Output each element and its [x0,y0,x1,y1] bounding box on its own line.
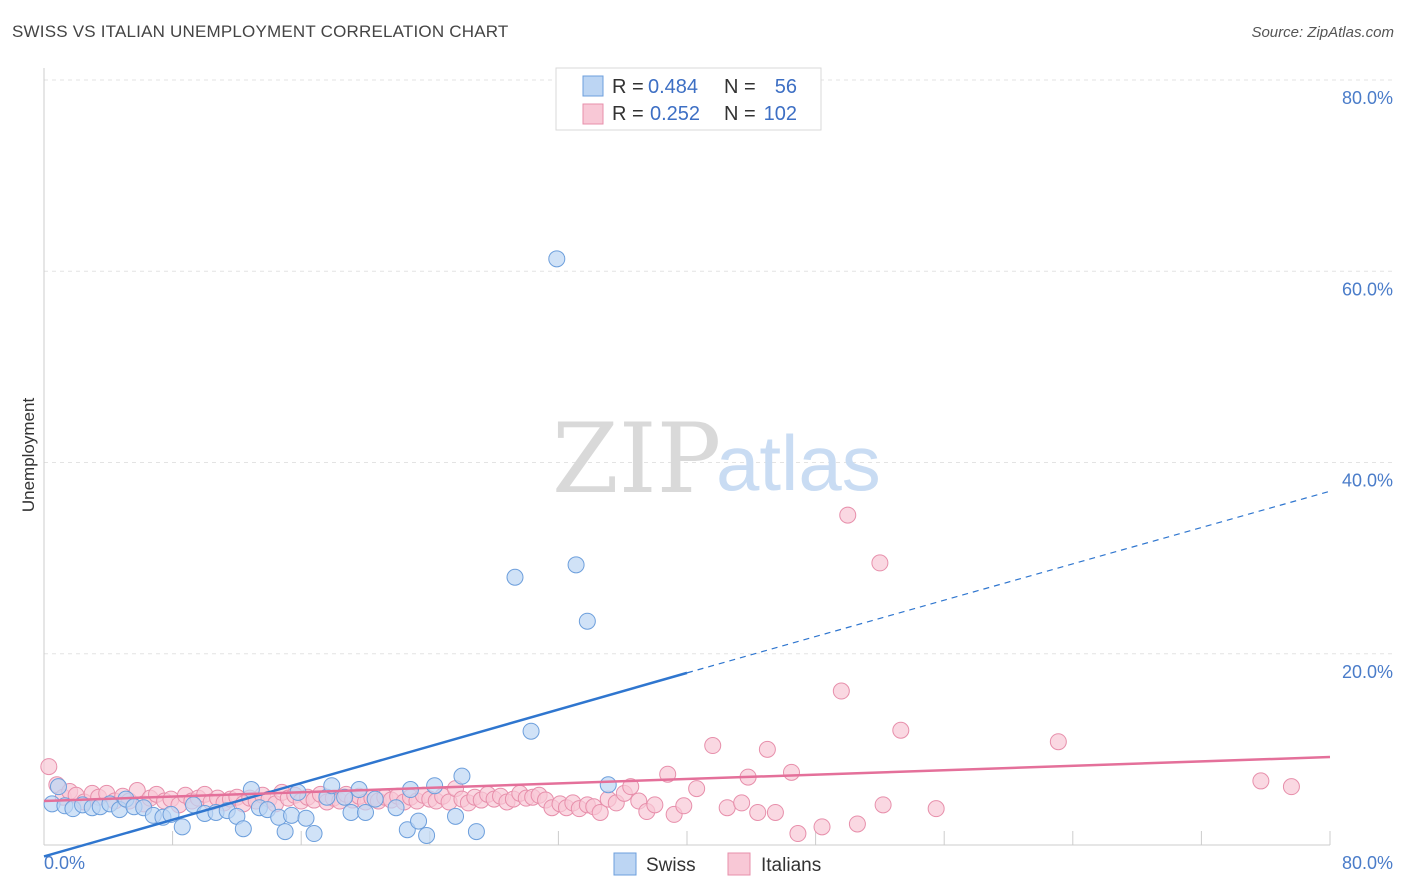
swiss-point [234,820,252,838]
italians-point [832,682,850,700]
legend-n-label-italians: N = [724,103,756,125]
y-tick-label: 80.0% [1342,88,1393,108]
source-credit: Source: ZipAtlas.com [1251,24,1394,41]
swiss-point [467,823,485,841]
swiss-point [410,812,428,830]
italians-point [646,796,664,814]
italians-point [839,506,857,524]
swiss-point [506,568,524,586]
italians-point [704,737,722,755]
italians-point [871,554,889,572]
swiss-point [323,777,341,795]
swiss-point [447,807,465,825]
italians-point [40,758,58,776]
swiss-point [276,823,294,841]
correlation-legend: R = 0.484 N = 56 R = 0.252 N = 102 [555,67,822,131]
italians-point [927,800,945,818]
italians-point [622,778,640,796]
italians-point [718,799,736,817]
italians-point [782,763,800,781]
swiss-point [366,790,384,808]
italians-point [813,818,831,836]
italians-point [892,721,910,739]
italians-point [1282,778,1300,796]
bottom-legend-swatch-swiss [613,852,637,876]
swiss-point [342,803,360,821]
x-tick-label-min: 0.0% [44,853,85,873]
italians-point [758,740,776,758]
series-legend: Swiss Italians [613,852,821,876]
swiss-point [398,821,416,839]
bottom-legend-swatch-italians [727,852,751,876]
legend-swatch-italians [582,103,604,125]
italians-point [848,815,866,833]
watermark-zip: ZIP [552,403,721,515]
swiss-point [426,777,444,795]
y-axis-label: Unemployment [19,398,38,513]
bottom-legend-label-italians: Italians [761,855,821,876]
swiss-point [387,799,405,817]
legend-r-label-italians: R = [612,103,644,125]
italians-point [659,765,677,783]
swiss-point [283,806,301,824]
swiss-point [453,767,471,785]
grid-layer [44,79,1393,655]
italians-point [1252,772,1270,790]
legend-r-label-swiss: R = [612,76,644,98]
swiss-point [578,612,596,630]
legend-n-value-italians: 102 [764,103,797,125]
legend-r-value-swiss: 0.484 [648,76,698,98]
y-tick-labels: 20.0% 40.0% 60.0% 80.0% [1342,88,1393,682]
swiss-point [173,818,191,836]
swiss-trend-extension [686,490,1331,674]
italians-point [766,803,784,821]
swiss-trend-line [43,671,688,858]
y-tick-label: 20.0% [1342,662,1393,682]
swiss-point [305,825,323,843]
legend-n-value-swiss: 56 [775,76,797,98]
italians-point [688,780,706,798]
swiss-points [43,250,617,844]
italians-point [675,797,693,815]
swiss-point [336,788,354,806]
y-tick-label: 40.0% [1342,471,1393,491]
watermark: ZIP atlas [552,403,881,515]
italians-points [40,506,1300,843]
italians-trend-line [43,755,1331,803]
legend-n-label-swiss: N = [724,76,756,98]
bottom-legend-label-swiss: Swiss [646,855,696,876]
swiss-point [357,803,374,821]
y-tick-label: 60.0% [1342,279,1393,299]
italians-point [749,803,767,821]
swiss-point [599,776,617,794]
watermark-atlas: atlas [716,419,881,507]
trend-lines [43,490,1331,858]
italians-point [591,803,609,821]
swiss-point [297,809,315,827]
swiss-point [49,778,67,796]
swiss-point [418,826,436,844]
italians-point [1049,733,1067,751]
italians-point [874,796,892,814]
x-tick-label-max: 80.0% [1342,853,1393,873]
swiss-point [548,250,566,268]
italians-point [789,825,807,843]
legend-swatch-swiss [582,75,604,97]
swiss-point [567,556,585,574]
legend-r-value-italians: 0.252 [650,103,700,125]
swiss-point [522,722,540,740]
italians-point [733,794,751,812]
chart-title: SWISS VS ITALIAN UNEMPLOYMENT CORRELATIO… [12,22,509,41]
